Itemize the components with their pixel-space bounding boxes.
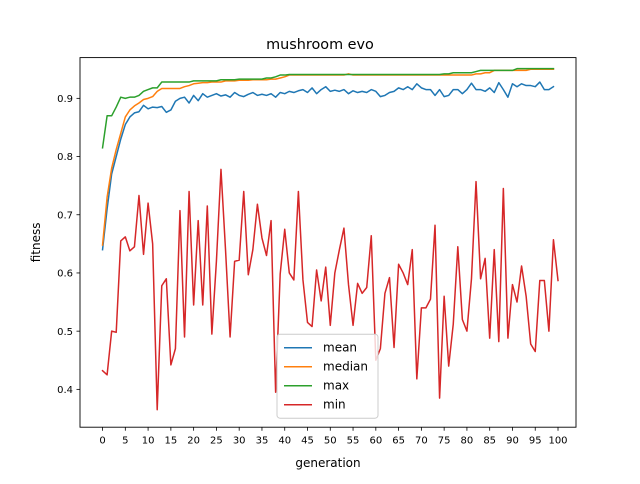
x-tick-label: 35 [256,436,269,447]
x-tick-label: 5 [122,436,128,447]
x-tick-label: 100 [548,436,567,447]
y-tick-label: 0.7 [57,210,73,221]
legend-label-min: min [323,398,346,412]
y-tick-label: 0.4 [57,385,73,396]
y-tick-label: 0.9 [57,94,73,105]
x-axis-label: generation [295,456,360,470]
x-tick-label: 30 [233,436,246,447]
legend-label-mean: mean [323,341,357,355]
legend-label-median: median [323,360,368,374]
series-layer [101,67,559,411]
x-tick-label: 25 [210,436,223,447]
x-tick-label: 40 [278,436,291,447]
x-tick-label: 75 [438,436,451,447]
x-tick-label: 85 [483,436,496,447]
x-tick-label: 0 [99,436,105,447]
x-tick-label: 45 [301,436,314,447]
x-axis: 0 5 10 15 20 25 30 35 40 45 50 55 60 65 70 75 80 85 90 95 10… [99,427,568,447]
x-tick-label: 55 [347,436,360,447]
x-tick-label: 10 [142,436,155,447]
series-line-max [101,67,555,149]
x-tick-label: 50 [324,436,337,447]
plot-frame [79,57,577,428]
series-line-min [101,168,559,411]
x-tick-label: 95 [529,436,542,447]
y-tick-label: 0.6 [57,269,73,280]
x-tick-label: 90 [506,436,519,447]
y-tick-label: 0.8 [57,152,73,163]
y-axis-label: fitness [29,223,43,263]
x-tick-label: 70 [415,436,428,447]
x-tick-label: 80 [461,436,474,447]
y-tick-label: 0.5 [57,327,73,338]
legend: mean median max min [276,333,379,419]
series-line-mean [101,81,555,251]
legend-box [276,333,379,419]
x-tick-label: 15 [164,436,177,447]
x-tick-label: 20 [187,436,200,447]
legend-label-max: max [323,379,349,393]
x-tick-label: 60 [369,436,382,447]
chart-title: mushroom evo [266,37,374,53]
y-axis: 0.4 0.5 0.6 0.7 0.8 0.9 [57,94,80,396]
x-tick-label: 65 [392,436,405,447]
